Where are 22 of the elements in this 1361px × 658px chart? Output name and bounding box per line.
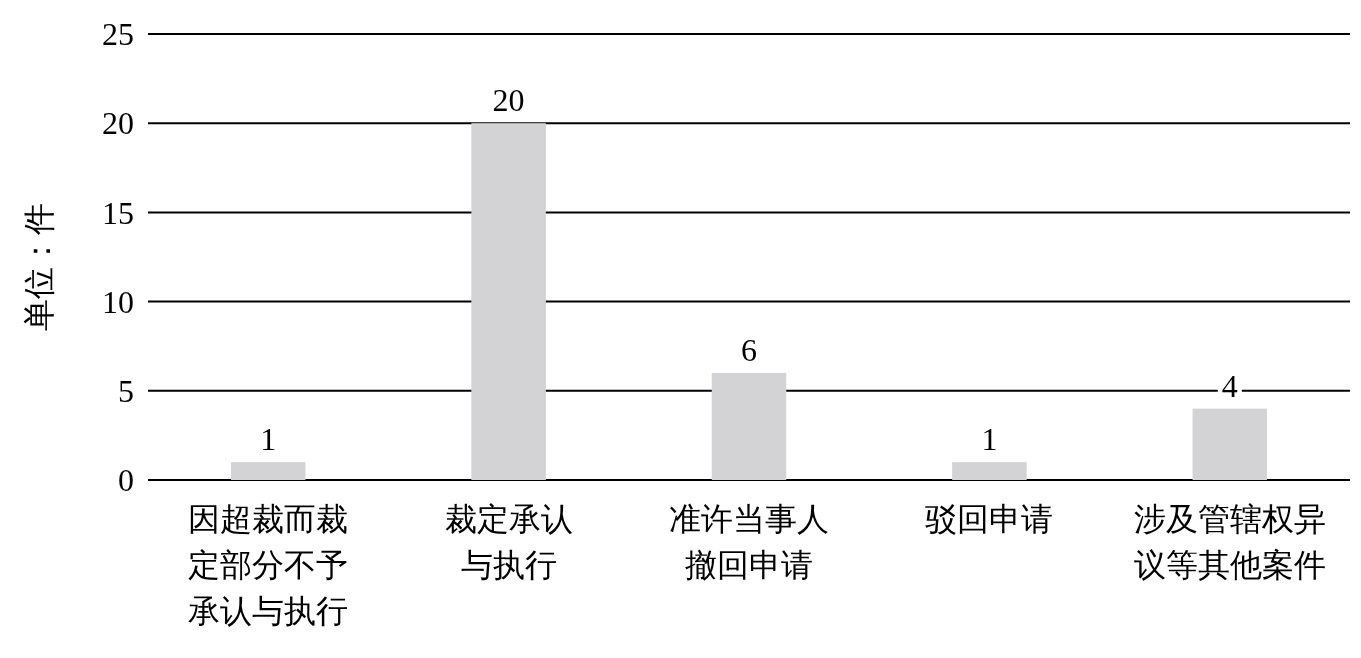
y-tick-label: 20 — [102, 105, 134, 142]
data-label: 6 — [741, 331, 757, 368]
bar — [952, 462, 1027, 480]
bar — [1192, 408, 1268, 480]
data-label: 4 — [1221, 367, 1238, 404]
x-tick-label: 裁定承认与执行 — [444, 501, 573, 583]
y-axis-title: 单位：件 — [21, 203, 57, 331]
y-tick-label: 10 — [102, 283, 134, 320]
y-tick-label: 0 — [118, 462, 134, 499]
x-tick-label: 涉及管辖权异议等其他案件 — [1133, 501, 1326, 583]
x-tick-label: 准许当事人撤回申请 — [669, 501, 829, 583]
x-tick-label: 驳回申请 — [925, 501, 1054, 537]
y-tick-label: 15 — [102, 194, 134, 231]
y-tick-label: 5 — [118, 373, 134, 409]
bar — [471, 123, 546, 480]
bar — [711, 372, 787, 480]
data-label: 1 — [260, 421, 277, 458]
x-tick-label: 因超裁而裁定部分不予承认与执行 — [188, 501, 349, 629]
bar — [230, 462, 306, 480]
data-label: 1 — [981, 421, 998, 458]
y-tick-label: 25 — [102, 16, 134, 53]
data-label: 20 — [492, 82, 525, 119]
